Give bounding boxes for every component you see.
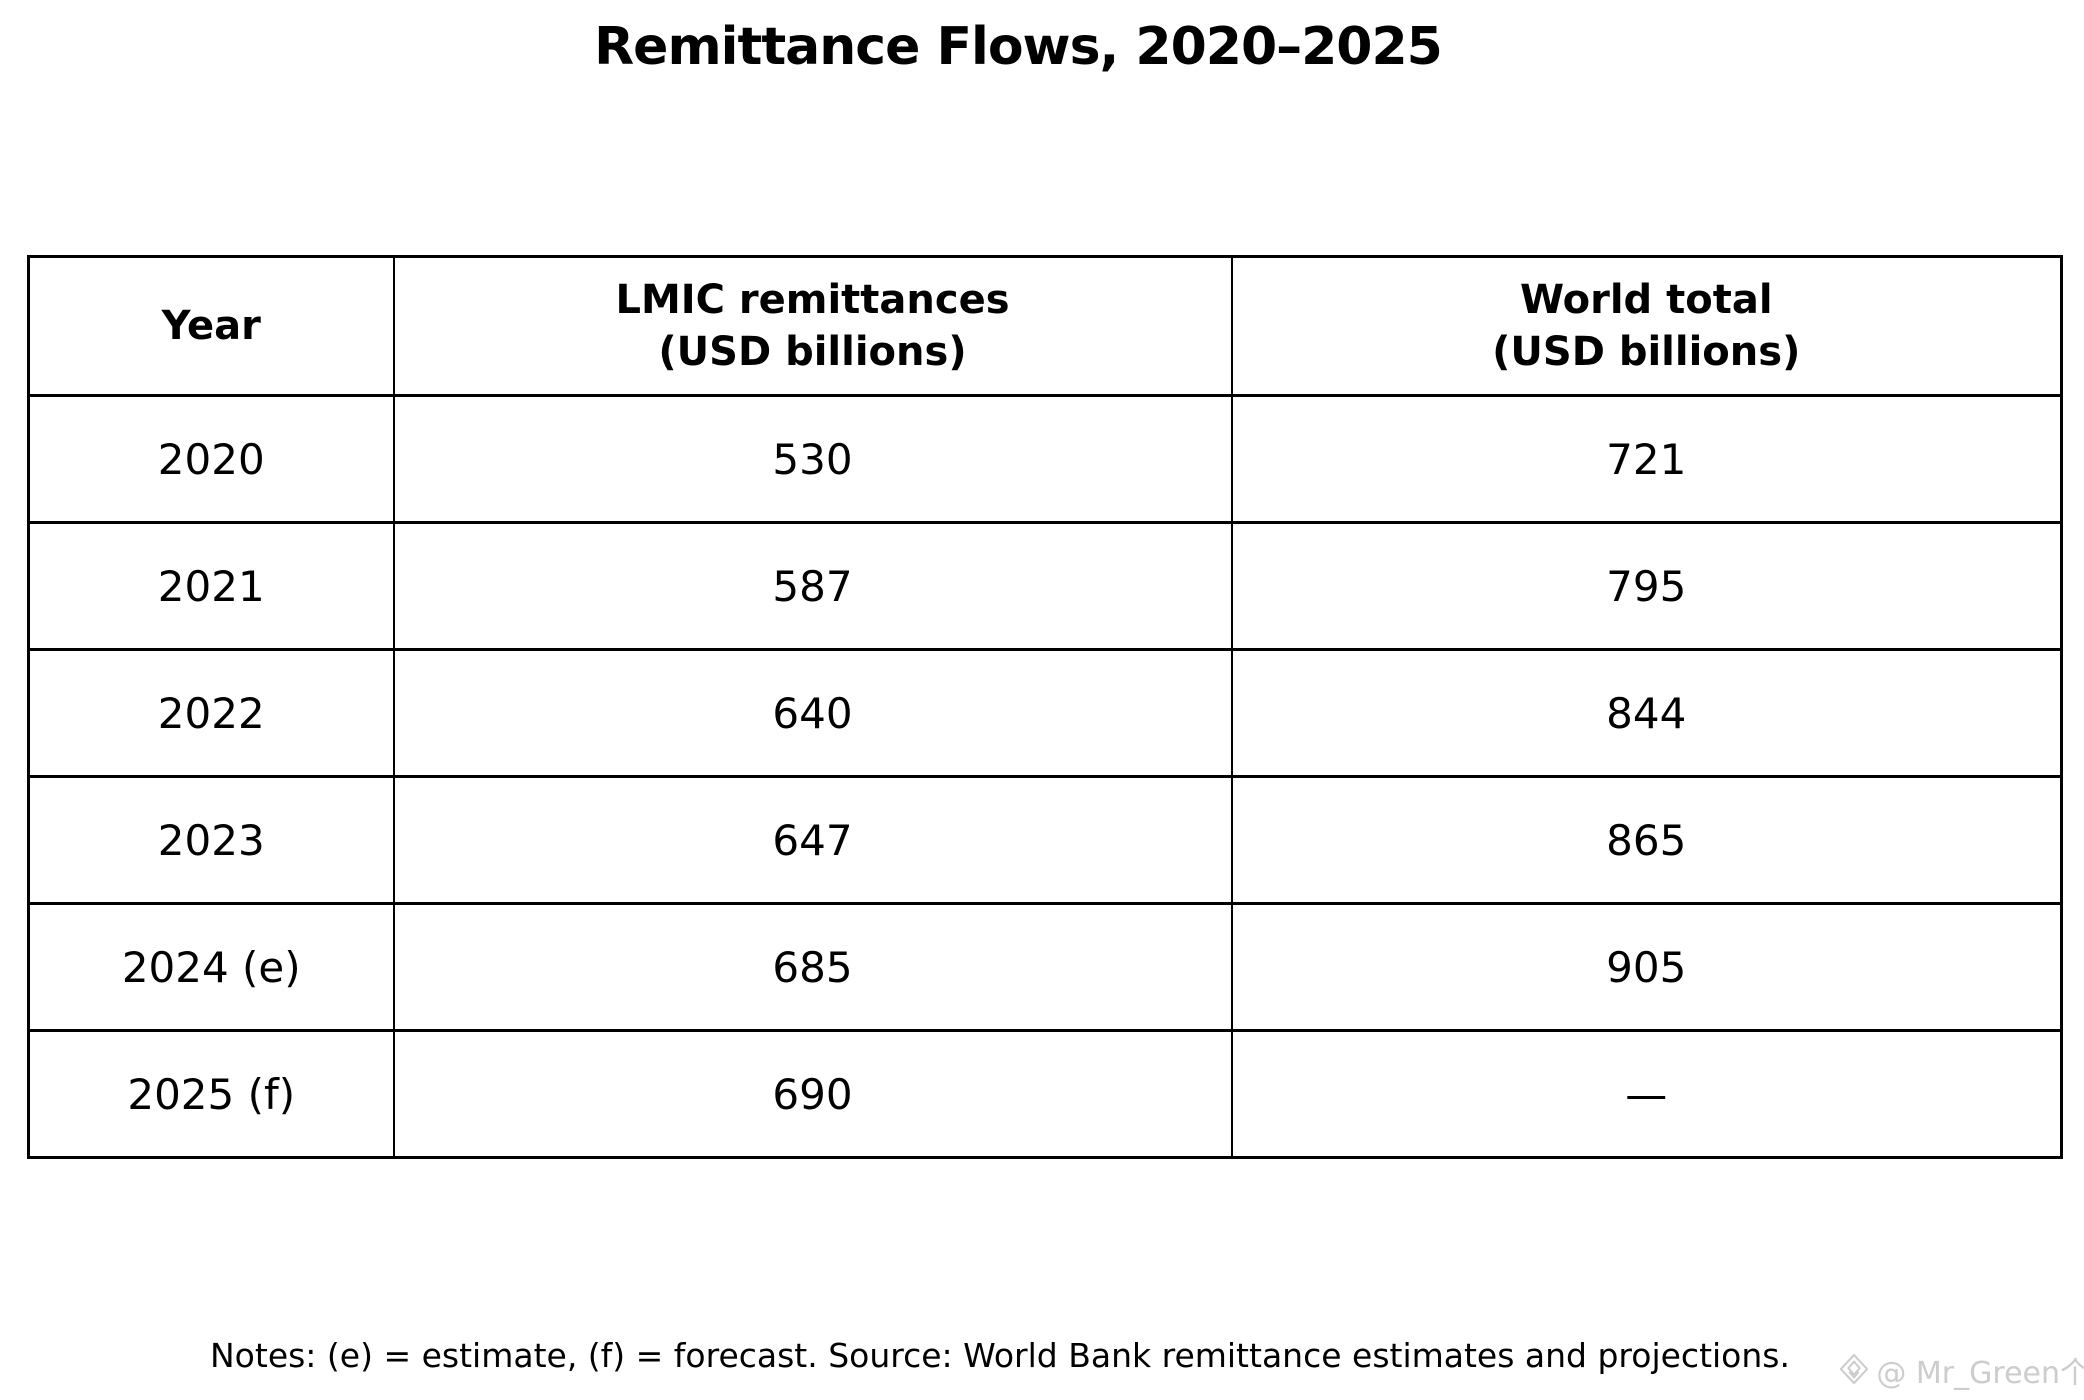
- world-cell: 721: [1230, 394, 2063, 524]
- year-cell: 2024 (e): [27, 902, 395, 1032]
- diamond-logo-icon: [1839, 1353, 1869, 1387]
- world-cell: 865: [1230, 775, 2063, 905]
- world-cell: 905: [1230, 902, 2063, 1032]
- year-cell: 2023: [27, 775, 395, 905]
- watermark-text: @ Mr_Green个: [1876, 1356, 2084, 1391]
- table-row: 2024 (e) 685 905: [27, 902, 2063, 1032]
- notes-source-text: Notes: (e) = estimate, (f) = forecast. S…: [210, 1336, 1790, 1375]
- lmic-cell: 685: [392, 902, 1233, 1032]
- year-cell: 2021: [27, 521, 395, 651]
- table-row: 2025 (f) 690 —: [27, 1029, 2063, 1159]
- lmic-cell: 640: [392, 648, 1233, 778]
- year-cell: 2020: [27, 394, 395, 524]
- lmic-cell: 647: [392, 775, 1233, 905]
- watermark: @ Mr_Green个: [1839, 1348, 2084, 1392]
- world-cell: 844: [1230, 648, 2063, 778]
- year-cell: 2022: [27, 648, 395, 778]
- column-header-world: World total (USD billions): [1230, 255, 2063, 397]
- table-row: 2023 647 865: [27, 775, 2063, 905]
- world-cell: 795: [1230, 521, 2063, 651]
- column-header-year: Year: [27, 255, 395, 397]
- year-cell: 2025 (f): [27, 1029, 395, 1159]
- column-header-lmic: LMIC remittances (USD billions): [392, 255, 1233, 397]
- page-title: Remittance Flows, 2020–2025: [594, 17, 1443, 77]
- lmic-cell: 587: [392, 521, 1233, 651]
- table-header-row: Year LMIC remittances (USD billions) Wor…: [27, 255, 2063, 397]
- lmic-cell: 690: [392, 1029, 1233, 1159]
- lmic-cell: 530: [392, 394, 1233, 524]
- table-row: 2021 587 795: [27, 521, 2063, 651]
- remittance-table: Year LMIC remittances (USD billions) Wor…: [27, 255, 2063, 1159]
- table-row: 2020 530 721: [27, 394, 2063, 524]
- table-row: 2022 640 844: [27, 648, 2063, 778]
- world-cell: —: [1230, 1029, 2063, 1159]
